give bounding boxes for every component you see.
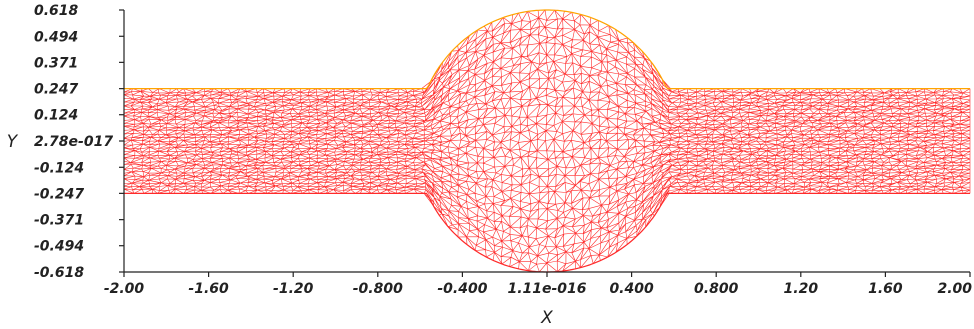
y-tick-label: 0.247 xyxy=(34,82,79,98)
y-axis-title: Y xyxy=(7,132,19,152)
x-tick-label: 2.00 xyxy=(937,281,972,297)
y-ticks: 0.618 0.494 0.371 0.247 0.124 2.78e-017 -0.124… xyxy=(34,3,124,281)
y-tick-label: -0.124 xyxy=(34,160,84,176)
x-tick-label: 1.11e-016 xyxy=(507,281,586,297)
x-tick-label: -1.20 xyxy=(273,281,314,297)
y-tick-label: 0.371 xyxy=(34,55,78,71)
y-tick-label: -0.371 xyxy=(34,213,84,229)
x-ticks: -2.00 -1.60 -1.20 -0.800 -0.400 1.11e-016 0.40… xyxy=(104,272,972,297)
upper-boundary xyxy=(124,9,970,90)
x-tick-label: 1.60 xyxy=(868,281,903,297)
y-tick-label: 0.494 xyxy=(34,29,78,45)
y-tick-label: -0.247 xyxy=(34,186,84,202)
x-tick-label: -1.60 xyxy=(188,281,229,297)
x-axis-title: X xyxy=(540,308,553,328)
mesh-edges xyxy=(123,9,971,273)
y-tick-label: 0.124 xyxy=(34,108,78,124)
y-tick-label: -0.494 xyxy=(34,239,84,255)
x-tick-label: 0.400 xyxy=(609,281,654,297)
y-tick-label: -0.618 xyxy=(34,265,84,281)
y-tick-label: 0.618 xyxy=(34,3,79,19)
x-tick-label: -2.00 xyxy=(104,281,145,297)
x-tick-label: -0.400 xyxy=(437,281,487,297)
y-tick-label: 2.78e-017 xyxy=(34,134,113,150)
x-tick-label: 1.20 xyxy=(784,281,819,297)
x-tick-label: -0.800 xyxy=(353,281,403,297)
mesh-triangulation xyxy=(123,9,971,273)
x-tick-label: 0.800 xyxy=(694,281,739,297)
